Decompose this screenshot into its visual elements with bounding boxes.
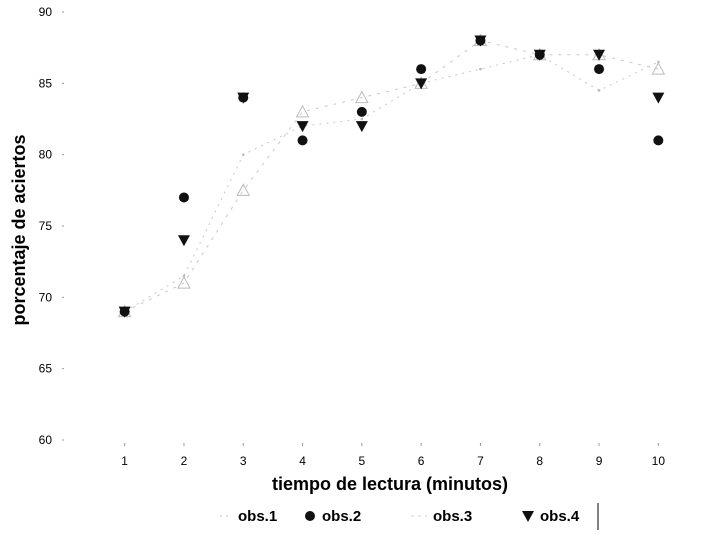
legend-item: obs.4 <box>522 508 580 525</box>
data-point <box>241 153 245 156</box>
series-obs.2 <box>119 35 664 317</box>
x-tick-label: 7 <box>477 454 484 468</box>
data-point <box>296 121 309 133</box>
series-trend-line <box>124 39 659 313</box>
data-point <box>657 60 660 64</box>
series-obs.4 <box>118 35 665 318</box>
x-tick-label: 4 <box>299 454 306 468</box>
data-point <box>355 121 368 133</box>
y-tick-label: 80 <box>39 148 53 162</box>
data-point <box>416 64 427 75</box>
data-point <box>475 35 486 46</box>
y-tick-label: 75 <box>39 219 53 233</box>
y-axis-ticks: 60 65 70 75 80 85 90 <box>39 5 64 447</box>
legend-item: obs.3 <box>411 508 472 525</box>
data-point <box>651 62 666 75</box>
series-trend-line <box>124 54 659 313</box>
legend-label: obs.2 <box>322 508 361 525</box>
x-tick-label: 10 <box>652 454 666 468</box>
data-point <box>297 135 308 146</box>
y-tick-label: 90 <box>39 5 53 19</box>
legend-marker <box>522 511 534 522</box>
x-axis-title: tiempo de lectura (minutos) <box>272 474 508 494</box>
legend-label: obs.4 <box>540 508 580 525</box>
legend-item: obs.1 <box>220 508 277 525</box>
legend-item: obs.2 <box>305 508 361 525</box>
x-tick-label: 9 <box>596 454 603 468</box>
y-axis-title: porcentaje de aciertos <box>9 134 29 325</box>
x-tick-label: 2 <box>181 454 188 468</box>
data-point <box>177 235 190 247</box>
data-point <box>295 104 310 118</box>
data-point <box>415 78 428 90</box>
data-point <box>593 49 606 61</box>
x-tick-label: 6 <box>418 454 425 468</box>
x-tick-label: 5 <box>359 454 366 468</box>
data-point <box>534 49 545 60</box>
data-point <box>236 183 251 196</box>
data-point <box>178 192 189 203</box>
y-tick-label: 65 <box>39 362 53 376</box>
series-obs.3 <box>117 33 666 318</box>
legend-marker <box>305 511 315 521</box>
data-point <box>356 106 367 117</box>
data-point <box>355 90 369 104</box>
x-tick-label: 1 <box>121 454 128 468</box>
y-tick-label: 70 <box>39 290 53 304</box>
x-tick-label: 8 <box>536 454 543 468</box>
data-point <box>360 117 364 121</box>
data-point <box>479 67 482 71</box>
data-point <box>182 274 186 278</box>
data-point <box>238 92 249 103</box>
data-point <box>119 306 130 317</box>
data-point <box>177 276 191 289</box>
legend-label: obs.3 <box>433 508 472 525</box>
x-axis-ticks: 1 2 3 4 5 6 7 8 9 10 <box>121 443 665 468</box>
plot-area <box>117 33 666 318</box>
data-point <box>594 64 605 75</box>
legend-label: obs.1 <box>238 508 277 525</box>
x-tick-label: 3 <box>240 454 247 468</box>
data-point <box>652 92 665 104</box>
data-point <box>597 89 601 92</box>
y-tick-label: 60 <box>39 433 53 447</box>
y-tick-label: 85 <box>39 76 53 90</box>
data-point <box>653 135 664 146</box>
legend: obs.1 obs.2 obs.3 obs.4 <box>220 503 599 530</box>
series-obs.1 <box>123 53 660 313</box>
